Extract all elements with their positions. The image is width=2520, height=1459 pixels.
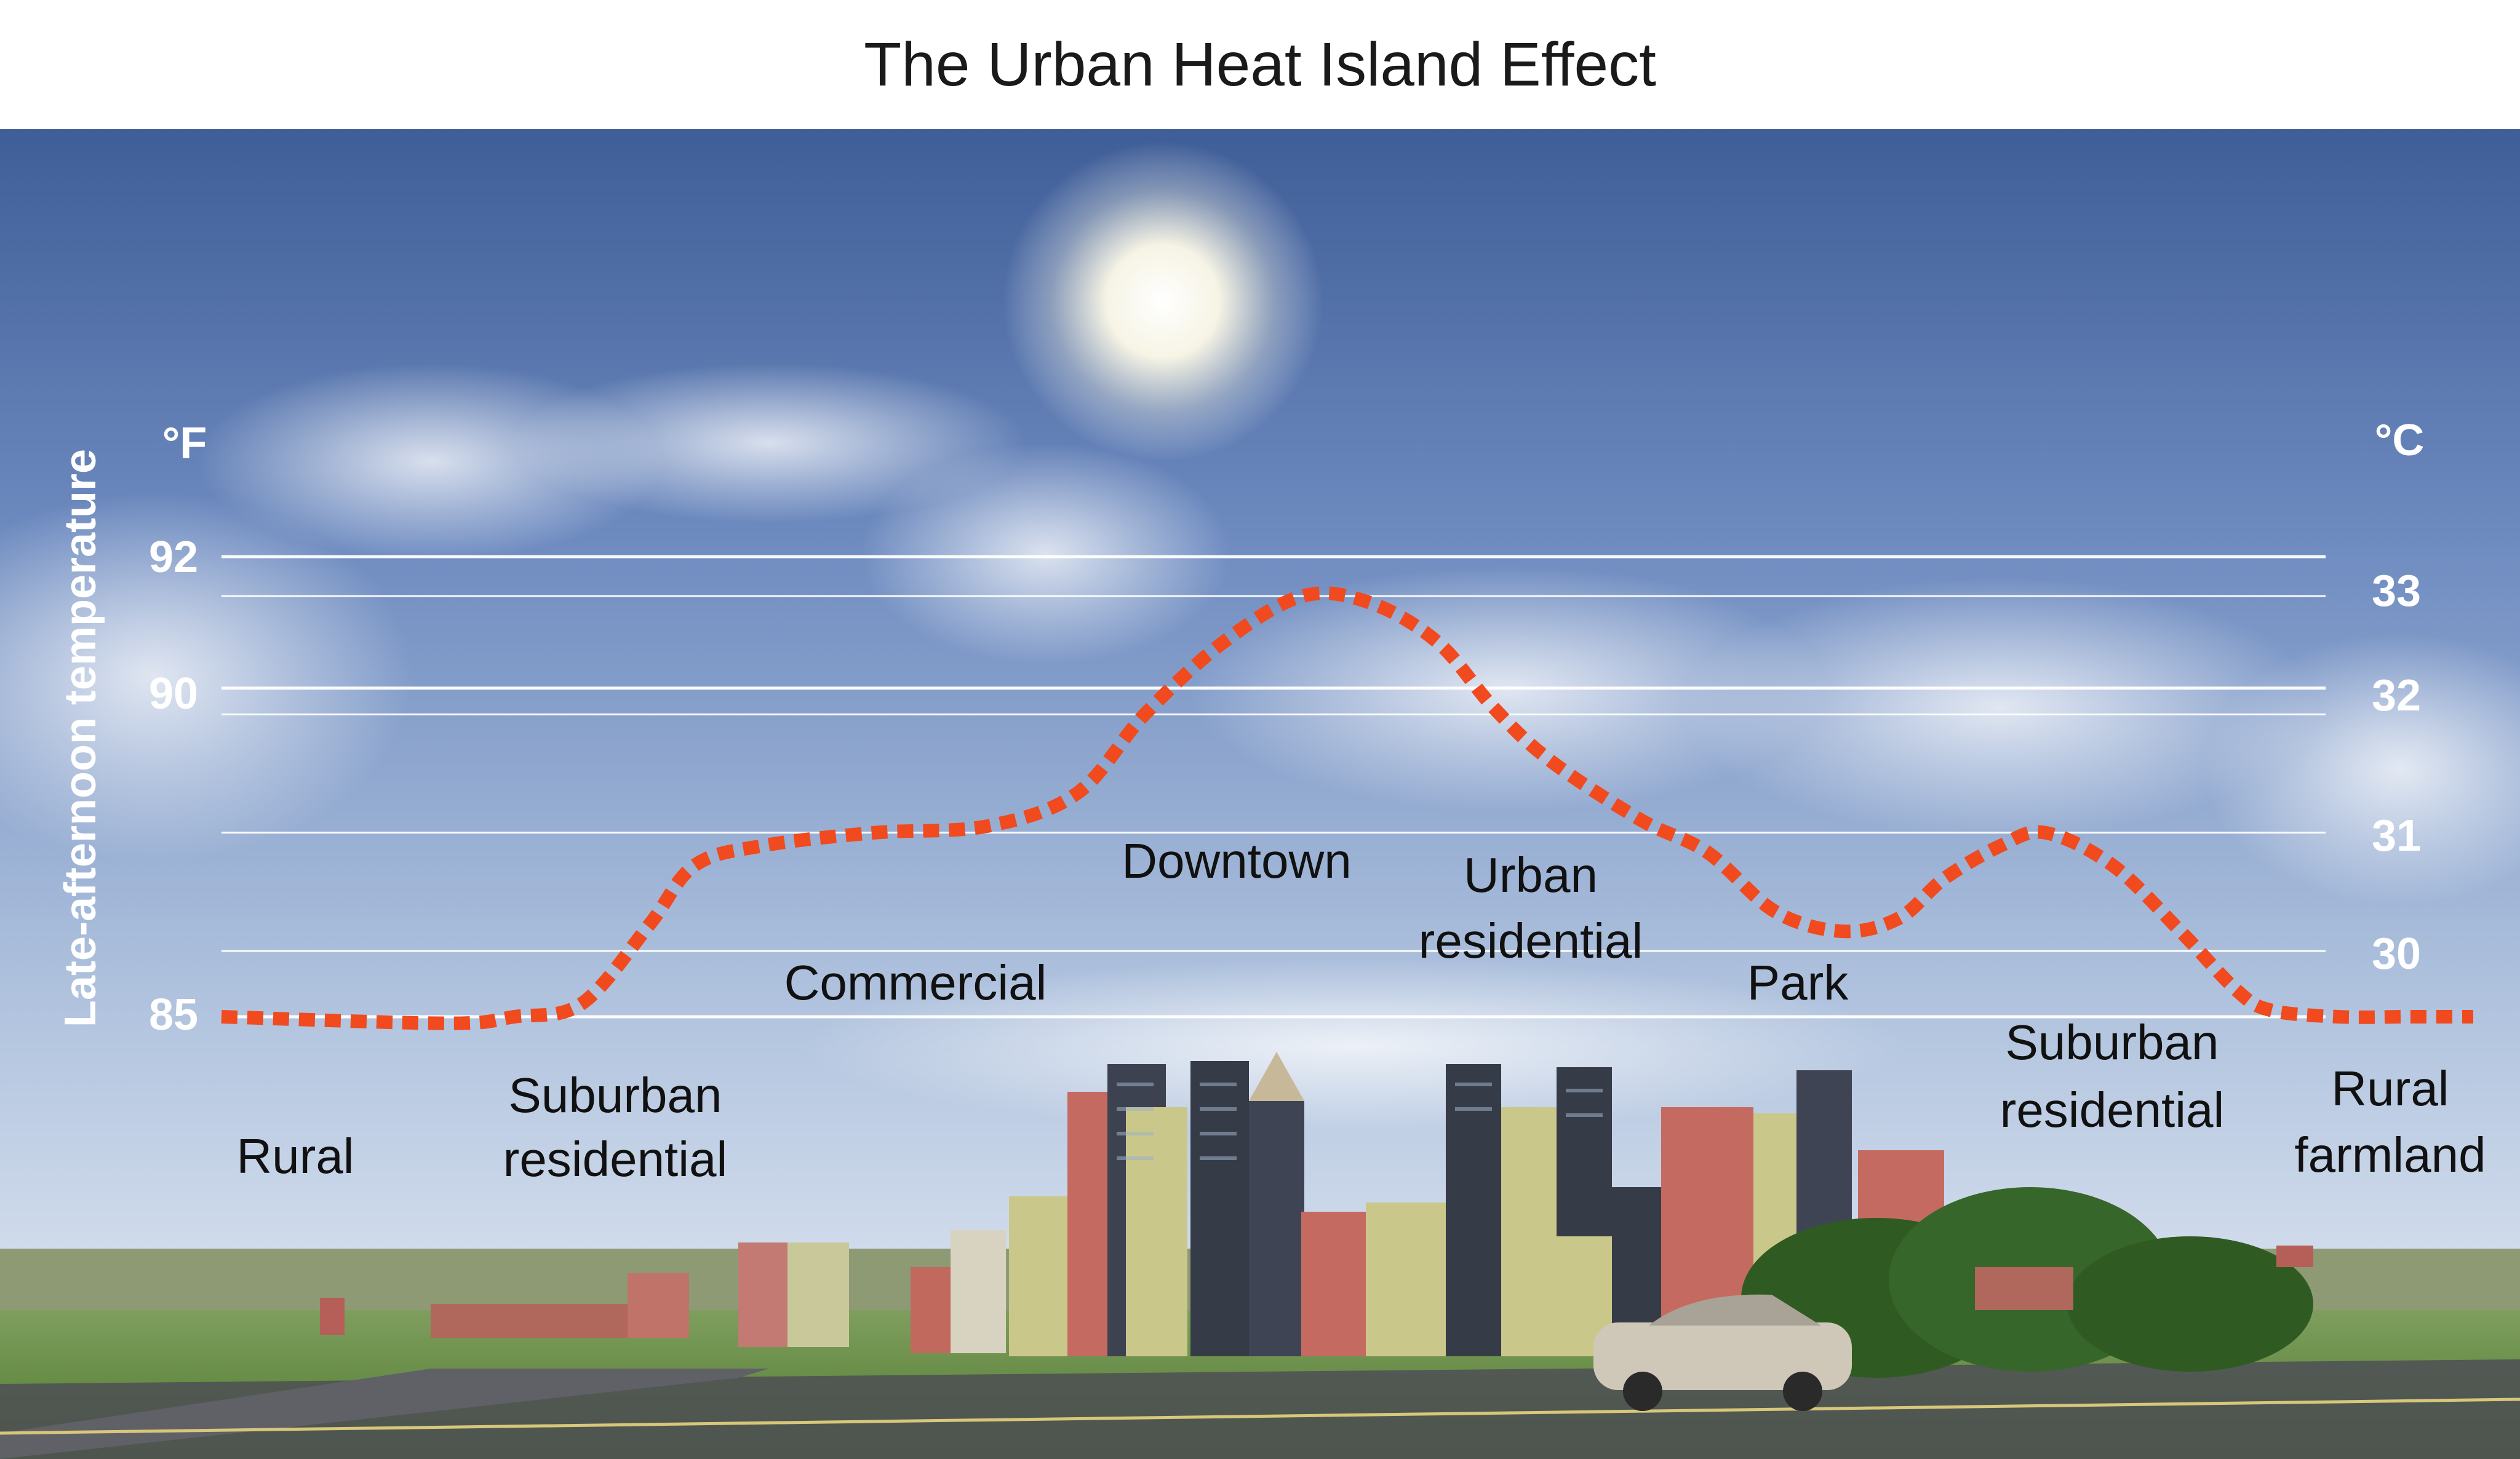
chart-title: The Urban Heat Island Effect — [0, 0, 2520, 129]
gridlines — [221, 555, 2326, 1019]
tick-f-85: 85 — [149, 990, 198, 1040]
zone-suburban-2-line2: residential — [2000, 1083, 2225, 1137]
tick-c-30: 30 — [2372, 929, 2421, 979]
road-left — [0, 1369, 769, 1459]
tick-c-31: 31 — [2372, 811, 2421, 861]
temperature-curve — [221, 586, 2473, 1030]
road-stripe — [0, 1397, 2520, 1435]
tick-c-33: 33 — [2372, 567, 2421, 616]
zone-urban-res-line2: residential — [1419, 913, 1643, 968]
unit-fahrenheit: °F — [162, 419, 207, 468]
y-axis-title: Late-afternoon temperature — [56, 449, 105, 1027]
zone-farmland-line1: Rural — [2331, 1061, 2449, 1116]
zone-suburban-1-line2: residential — [503, 1132, 728, 1187]
zone-commercial: Commercial — [784, 955, 1047, 1010]
car — [1593, 1294, 1852, 1411]
tick-f-90: 90 — [149, 669, 198, 718]
heat-island-scene: Late-afternoon temperature °F °C 92 90 8… — [0, 129, 2520, 1459]
zone-suburban-1-line1: Suburban — [509, 1068, 722, 1123]
zone-downtown: Downtown — [1122, 833, 1352, 888]
tick-c-32: 32 — [2372, 671, 2421, 720]
zone-farmland-line2: farmland — [2294, 1127, 2486, 1182]
clouds — [0, 363, 2520, 1132]
zone-suburban-2-line1: Suburban — [2006, 1015, 2219, 1070]
sun — [1003, 141, 1323, 461]
unit-celsius: °C — [2375, 416, 2425, 465]
tick-f-92: 92 — [149, 533, 198, 582]
zone-park: Park — [1747, 955, 1849, 1010]
zone-urban-res-line1: Urban — [1464, 848, 1598, 902]
zone-rural: Rural — [236, 1129, 354, 1183]
